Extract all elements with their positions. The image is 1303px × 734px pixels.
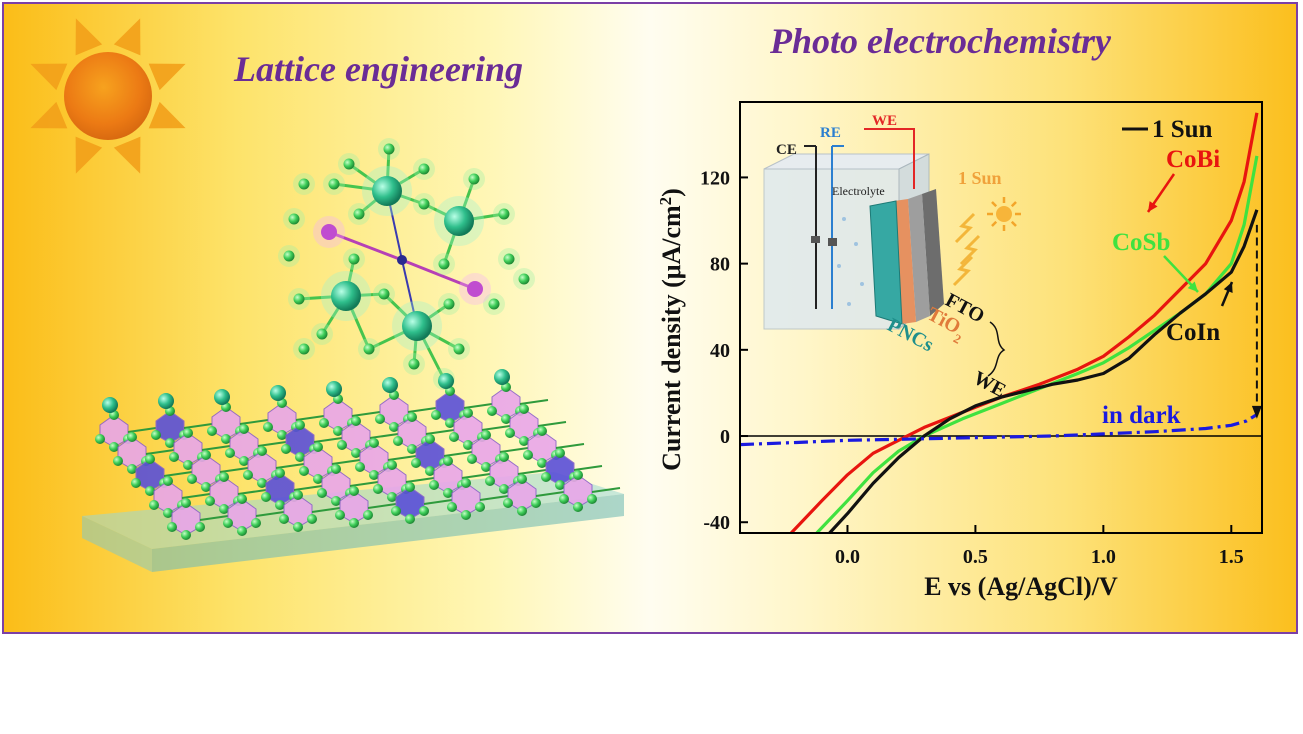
x-tick-label: 0.0 <box>835 546 860 568</box>
legend-entry: 1 Sun <box>1152 116 1213 143</box>
annotation-arrowhead <box>1148 201 1158 212</box>
we-top-label: WE <box>872 113 897 129</box>
y-tick-label: 80 <box>710 254 730 276</box>
electrochemical-cell-schematic: CE RE WE Electrolyte 1 Sun FTO TiO2 PNCs… <box>763 113 1021 402</box>
ce-label: CE <box>776 142 797 158</box>
x-tick-label: 1.5 <box>1219 546 1244 568</box>
x-axis-label: E vs (Ag/AgCl)/V <box>924 572 1118 601</box>
lattice-engineering-heading: Lattice engineering <box>234 49 523 89</box>
molecule-cluster-icon <box>278 138 535 390</box>
y-tick-label: 40 <box>710 340 730 362</box>
crystal-lattice-slab-icon <box>82 369 624 572</box>
y-tick-label: -40 <box>703 512 730 534</box>
y-tick-label: 0 <box>720 426 730 448</box>
y-tick-label: 120 <box>700 167 730 189</box>
photo-response-arrowhead <box>1251 405 1262 419</box>
annotation-arrowhead <box>1223 282 1233 293</box>
y-axis-label: Current density (μA/cm2) <box>656 188 687 471</box>
x-tick-label: 1.0 <box>1091 546 1116 568</box>
annotation-cosb: CoSb <box>1112 229 1170 256</box>
series-line-cobi <box>790 112 1259 533</box>
annotation-in-dark: in dark <box>1102 402 1181 429</box>
current-density-chart: CE RE WE Electrolyte 1 Sun FTO TiO2 PNCs… <box>656 101 1263 601</box>
photo-electrochemistry-heading: Photo electrochemistry <box>770 21 1111 61</box>
artwork-layer <box>30 18 624 572</box>
series-line-coin <box>828 209 1259 533</box>
annotation-cobi: CoBi <box>1166 146 1220 173</box>
electrolyte-label: Electrolyte <box>832 184 885 198</box>
series-line-in-dark <box>740 413 1258 447</box>
series-line-cosb <box>815 155 1259 533</box>
graphical-abstract-panel: Lattice engineering Photo electrochemist… <box>2 2 1298 634</box>
working-electrode-wire <box>864 128 915 189</box>
annotation-arrowhead <box>1187 281 1198 292</box>
light-rays-icon <box>952 212 981 287</box>
sun-icon <box>30 18 186 174</box>
small-sun-icon <box>987 197 1021 231</box>
we-brace <box>987 321 1006 377</box>
plot-frame <box>739 101 1263 534</box>
annotation-coin: CoIn <box>1166 319 1220 346</box>
inset-sun-label: 1 Sun <box>958 168 1002 188</box>
re-label: RE <box>820 125 841 141</box>
x-tick-label: 0.5 <box>963 546 988 568</box>
